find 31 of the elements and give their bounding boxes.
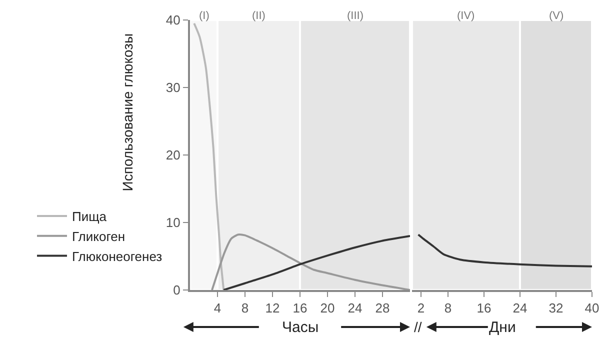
x-tick-label: 16 (476, 300, 492, 316)
text: // (414, 319, 422, 335)
band-label: (IV) (457, 10, 475, 22)
x-tick-label: 24 (512, 300, 528, 316)
x-tick-label: 8 (241, 300, 249, 316)
y-tick-label: 40 (166, 12, 180, 28)
x-tick-label: 24 (348, 300, 362, 316)
x-tick-label: 40 (584, 300, 600, 316)
x-tick-label: 12 (265, 300, 280, 316)
y-tick-label: 10 (166, 215, 180, 230)
line-series (193, 22, 225, 290)
y-tick-label: 20 (166, 148, 180, 163)
x-tick-label: 28 (375, 300, 390, 316)
band-label: (I) (199, 10, 210, 22)
x-tick-label: 20 (320, 300, 335, 316)
x-tick-label: 32 (548, 300, 564, 316)
x-axis-title: Дни (489, 319, 516, 336)
y-tick-label: 0 (173, 282, 180, 298)
x-tick-label: 16 (292, 300, 308, 316)
y-axis-title: Использование глюкозы (120, 33, 136, 192)
x-tick-label: 2 (417, 300, 425, 316)
x-axis-title: Часы (282, 319, 319, 336)
x-tick-label: 4 (214, 300, 222, 316)
y-tick-label: 30 (166, 80, 180, 96)
band-label: (II) (252, 10, 266, 22)
x-tick-label: 8 (444, 300, 452, 316)
band-label: (III) (347, 10, 364, 22)
band-label: (V) (549, 10, 564, 22)
legend-label: Пища (72, 209, 108, 224)
legend-label: Гликоген (72, 228, 126, 244)
legend-label: Глюконеогенез (72, 248, 162, 264)
